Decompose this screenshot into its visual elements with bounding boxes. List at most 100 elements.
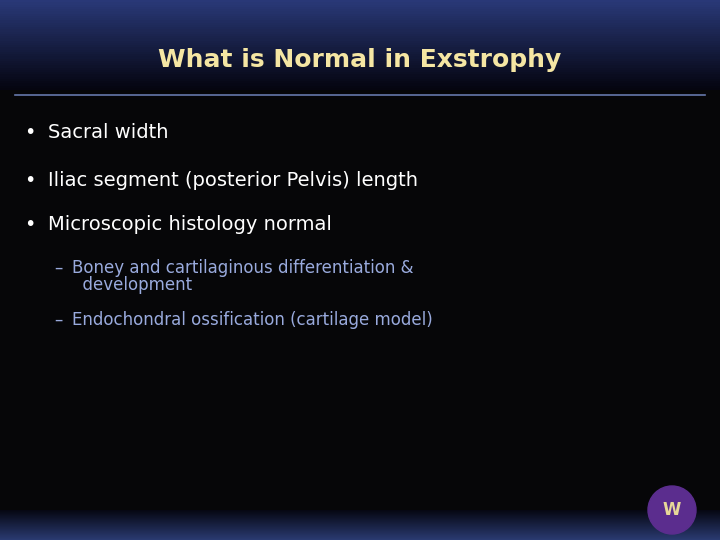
Text: Boney and cartilaginous differentiation &: Boney and cartilaginous differentiation …: [72, 259, 413, 277]
FancyBboxPatch shape: [0, 17, 720, 18]
FancyBboxPatch shape: [0, 510, 720, 511]
FancyBboxPatch shape: [0, 38, 720, 40]
Text: •: •: [24, 171, 36, 190]
Text: Iliac segment (posterior Pelvis) length: Iliac segment (posterior Pelvis) length: [48, 171, 418, 190]
FancyBboxPatch shape: [0, 54, 720, 56]
FancyBboxPatch shape: [0, 52, 720, 54]
FancyBboxPatch shape: [0, 58, 720, 60]
FancyBboxPatch shape: [0, 2, 720, 3]
FancyBboxPatch shape: [0, 70, 720, 72]
FancyBboxPatch shape: [0, 47, 720, 50]
FancyBboxPatch shape: [0, 525, 720, 526]
FancyBboxPatch shape: [0, 68, 720, 70]
FancyBboxPatch shape: [0, 1, 720, 2]
FancyBboxPatch shape: [0, 515, 720, 516]
FancyBboxPatch shape: [0, 9, 720, 11]
FancyBboxPatch shape: [0, 79, 720, 81]
FancyBboxPatch shape: [0, 2, 720, 4]
FancyBboxPatch shape: [0, 14, 720, 15]
Text: •: •: [24, 215, 36, 234]
FancyBboxPatch shape: [0, 523, 720, 524]
FancyBboxPatch shape: [0, 529, 720, 530]
FancyBboxPatch shape: [0, 3, 720, 4]
FancyBboxPatch shape: [0, 87, 720, 90]
FancyBboxPatch shape: [0, 56, 720, 58]
FancyBboxPatch shape: [0, 7, 720, 8]
FancyBboxPatch shape: [0, 20, 720, 23]
Text: Microscopic histology normal: Microscopic histology normal: [48, 215, 332, 234]
FancyBboxPatch shape: [0, 85, 720, 87]
FancyBboxPatch shape: [0, 0, 720, 2]
FancyBboxPatch shape: [0, 538, 720, 539]
Circle shape: [648, 486, 696, 534]
FancyBboxPatch shape: [0, 25, 720, 27]
FancyBboxPatch shape: [0, 512, 720, 513]
FancyBboxPatch shape: [0, 526, 720, 527]
FancyBboxPatch shape: [0, 27, 720, 29]
FancyBboxPatch shape: [0, 528, 720, 529]
FancyBboxPatch shape: [0, 83, 720, 85]
FancyBboxPatch shape: [0, 533, 720, 534]
FancyBboxPatch shape: [0, 16, 720, 18]
FancyBboxPatch shape: [0, 6, 720, 7]
FancyBboxPatch shape: [0, 31, 720, 33]
FancyBboxPatch shape: [0, 45, 720, 47]
FancyBboxPatch shape: [0, 536, 720, 537]
FancyBboxPatch shape: [0, 40, 720, 43]
FancyBboxPatch shape: [0, 12, 720, 14]
FancyBboxPatch shape: [0, 531, 720, 532]
FancyBboxPatch shape: [0, 537, 720, 538]
FancyBboxPatch shape: [0, 29, 720, 31]
FancyBboxPatch shape: [0, 530, 720, 531]
FancyBboxPatch shape: [0, 10, 720, 11]
FancyBboxPatch shape: [0, 16, 720, 17]
FancyBboxPatch shape: [0, 535, 720, 536]
FancyBboxPatch shape: [0, 511, 720, 512]
FancyBboxPatch shape: [0, 72, 720, 74]
FancyBboxPatch shape: [0, 43, 720, 45]
FancyBboxPatch shape: [0, 18, 720, 20]
FancyBboxPatch shape: [0, 517, 720, 518]
FancyBboxPatch shape: [0, 50, 720, 52]
FancyBboxPatch shape: [0, 81, 720, 83]
FancyBboxPatch shape: [0, 8, 720, 9]
FancyBboxPatch shape: [0, 36, 720, 38]
Text: •: •: [24, 123, 36, 141]
FancyBboxPatch shape: [0, 516, 720, 517]
FancyBboxPatch shape: [0, 11, 720, 14]
Text: Endochondral ossification (cartilage model): Endochondral ossification (cartilage mod…: [72, 311, 433, 329]
FancyBboxPatch shape: [0, 522, 720, 523]
FancyBboxPatch shape: [0, 9, 720, 10]
FancyBboxPatch shape: [0, 518, 720, 519]
FancyBboxPatch shape: [0, 521, 720, 522]
FancyBboxPatch shape: [0, 5, 720, 6]
FancyBboxPatch shape: [0, 539, 720, 540]
Text: W: W: [663, 501, 681, 519]
FancyBboxPatch shape: [0, 15, 720, 16]
FancyBboxPatch shape: [0, 513, 720, 514]
FancyBboxPatch shape: [0, 534, 720, 535]
FancyBboxPatch shape: [0, 514, 720, 515]
FancyBboxPatch shape: [0, 524, 720, 525]
FancyBboxPatch shape: [0, 74, 720, 77]
FancyBboxPatch shape: [0, 11, 720, 12]
Text: development: development: [72, 276, 192, 294]
FancyBboxPatch shape: [0, 6, 720, 9]
FancyBboxPatch shape: [0, 14, 720, 16]
FancyBboxPatch shape: [0, 532, 720, 533]
Text: –: –: [54, 259, 62, 277]
FancyBboxPatch shape: [0, 77, 720, 79]
FancyBboxPatch shape: [0, 65, 720, 68]
Text: Sacral width: Sacral width: [48, 123, 168, 141]
FancyBboxPatch shape: [0, 23, 720, 25]
FancyBboxPatch shape: [0, 63, 720, 65]
FancyBboxPatch shape: [0, 33, 720, 36]
FancyBboxPatch shape: [0, 519, 720, 520]
FancyBboxPatch shape: [0, 4, 720, 5]
Text: –: –: [54, 311, 62, 329]
FancyBboxPatch shape: [0, 520, 720, 521]
FancyBboxPatch shape: [0, 527, 720, 528]
Text: What is Normal in Exstrophy: What is Normal in Exstrophy: [158, 48, 562, 72]
FancyBboxPatch shape: [0, 4, 720, 6]
FancyBboxPatch shape: [0, 60, 720, 63]
